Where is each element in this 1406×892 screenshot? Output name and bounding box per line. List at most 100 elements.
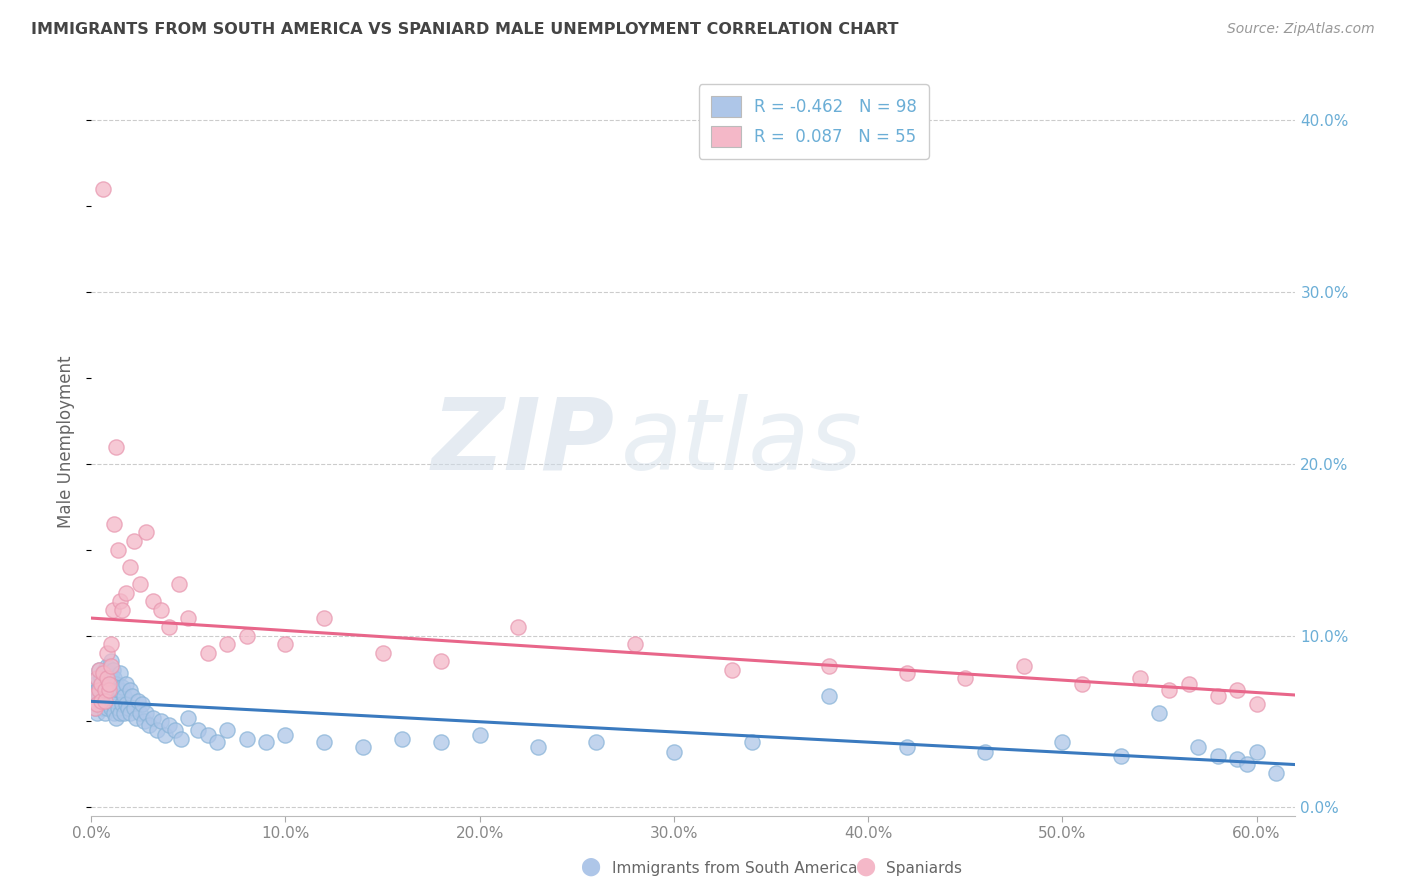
Point xyxy=(91,700,114,714)
Point xyxy=(157,620,180,634)
Point xyxy=(110,666,132,681)
Point xyxy=(1187,740,1209,755)
Point xyxy=(207,735,229,749)
Point xyxy=(955,672,977,686)
Point xyxy=(103,689,125,703)
Point xyxy=(157,718,180,732)
Point xyxy=(101,663,124,677)
Point xyxy=(128,706,150,720)
Point xyxy=(107,683,129,698)
Point xyxy=(1206,689,1229,703)
Point xyxy=(177,711,200,725)
Point xyxy=(101,603,124,617)
Point xyxy=(82,694,104,708)
Point xyxy=(314,735,336,749)
Point xyxy=(118,559,141,574)
Point xyxy=(115,697,138,711)
Point xyxy=(111,697,134,711)
Point xyxy=(163,723,186,737)
Point xyxy=(741,735,763,749)
Point xyxy=(527,740,550,755)
Point xyxy=(97,697,120,711)
Point xyxy=(105,711,128,725)
Point xyxy=(97,683,120,698)
Point xyxy=(105,676,128,690)
Point xyxy=(125,711,148,725)
Point xyxy=(87,663,110,677)
Point xyxy=(110,683,132,698)
Point xyxy=(235,731,257,746)
Point xyxy=(146,723,169,737)
Point xyxy=(101,697,124,711)
Point xyxy=(96,680,118,694)
Point xyxy=(84,700,107,714)
Point xyxy=(1159,683,1181,698)
Point xyxy=(97,676,120,690)
Point xyxy=(103,672,125,686)
Point xyxy=(87,680,110,694)
Point xyxy=(94,663,117,677)
Point xyxy=(235,628,257,642)
Point xyxy=(82,689,104,703)
Point xyxy=(138,718,160,732)
Point xyxy=(91,182,114,196)
Point xyxy=(142,711,165,725)
Point xyxy=(818,659,841,673)
Point xyxy=(197,728,219,742)
Point xyxy=(100,637,122,651)
Point xyxy=(1226,683,1249,698)
Point xyxy=(96,672,118,686)
Point xyxy=(103,706,125,720)
Point xyxy=(169,731,191,746)
Legend: R = -0.462   N = 98, R =  0.087   N = 55: R = -0.462 N = 98, R = 0.087 N = 55 xyxy=(699,85,928,159)
Point xyxy=(430,654,453,668)
Point xyxy=(1206,748,1229,763)
Text: Spaniards: Spaniards xyxy=(886,861,962,876)
Point xyxy=(1070,676,1092,690)
Point xyxy=(115,676,138,690)
Point xyxy=(274,728,297,742)
Point xyxy=(217,637,239,651)
Point xyxy=(150,714,173,729)
Point xyxy=(96,646,118,660)
Point xyxy=(1246,745,1268,759)
Point xyxy=(96,694,118,708)
Text: Immigrants from South America: Immigrants from South America xyxy=(612,861,858,876)
Point xyxy=(1129,672,1152,686)
Point xyxy=(100,700,122,714)
Point xyxy=(132,714,155,729)
Point xyxy=(94,676,117,690)
Point xyxy=(177,611,200,625)
Point xyxy=(111,603,134,617)
Point xyxy=(1052,735,1074,749)
Point xyxy=(314,611,336,625)
Point xyxy=(90,672,112,686)
Point xyxy=(274,637,297,651)
Point xyxy=(585,735,607,749)
Point xyxy=(111,680,134,694)
Point xyxy=(118,706,141,720)
Text: ⬤: ⬤ xyxy=(581,857,600,876)
Point xyxy=(105,694,128,708)
Point xyxy=(91,666,114,681)
Point xyxy=(94,683,117,698)
Point xyxy=(94,683,117,698)
Point xyxy=(818,689,841,703)
Point xyxy=(101,680,124,694)
Point xyxy=(112,706,135,720)
Point xyxy=(508,620,530,634)
Y-axis label: Male Unemployment: Male Unemployment xyxy=(58,356,75,528)
Text: ⬤: ⬤ xyxy=(855,857,875,876)
Point xyxy=(90,694,112,708)
Point xyxy=(135,706,157,720)
Point xyxy=(90,683,112,698)
Point xyxy=(118,683,141,698)
Point xyxy=(103,516,125,531)
Point xyxy=(135,525,157,540)
Point xyxy=(896,666,918,681)
Point xyxy=(721,663,744,677)
Point xyxy=(84,700,107,714)
Point xyxy=(122,700,145,714)
Point xyxy=(96,700,118,714)
Point xyxy=(96,659,118,673)
